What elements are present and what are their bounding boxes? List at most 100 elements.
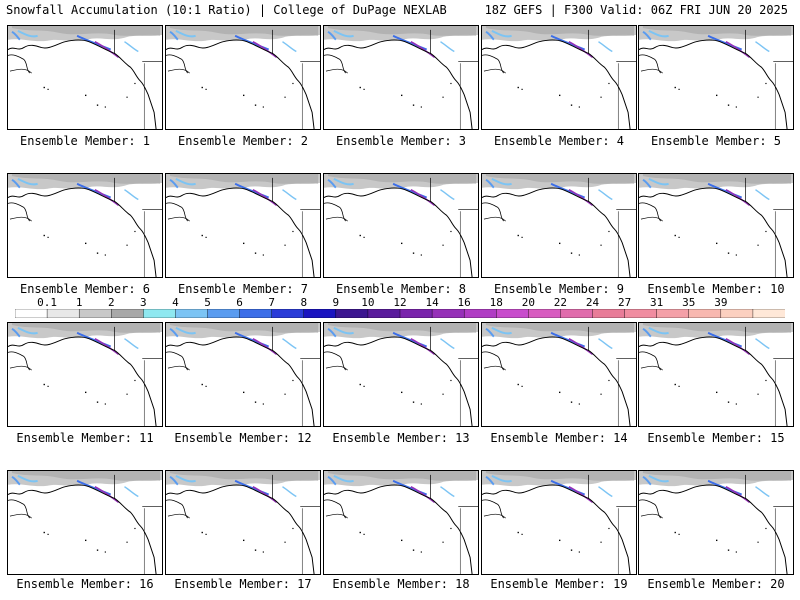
ensemble-member-label: Ensemble Member: 5 bbox=[650, 134, 782, 148]
colorbar-tick-label: 27 bbox=[617, 296, 632, 309]
ensemble-member-label: Ensemble Member: 13 bbox=[332, 431, 470, 445]
pacific-northwest-map bbox=[324, 323, 478, 426]
colorbar-tick-label: 0.1 bbox=[37, 296, 58, 309]
colorbar-swatch bbox=[303, 309, 337, 318]
ensemble-member-label: Ensemble Member: 3 bbox=[335, 134, 467, 148]
ensemble-map-panel bbox=[165, 25, 321, 130]
map-title: Snowfall Accumulation (10:1 Ratio) | Col… bbox=[6, 3, 447, 17]
colorbar-swatch bbox=[143, 309, 176, 318]
ensemble-map-panel bbox=[638, 173, 794, 278]
pacific-northwest-map bbox=[482, 174, 636, 277]
ensemble-map-panel bbox=[7, 470, 163, 575]
colorbar-tick-label: 2 bbox=[107, 296, 115, 309]
ensemble-map-panel bbox=[481, 470, 637, 575]
ensemble-member-label: Ensemble Member: 4 bbox=[493, 134, 625, 148]
ensemble-map-panel bbox=[7, 25, 163, 130]
colorbar-swatch bbox=[592, 309, 626, 318]
ensemble-member-label: Ensemble Member: 15 bbox=[647, 431, 785, 445]
pacific-northwest-map bbox=[166, 26, 320, 129]
colorbar-swatch bbox=[624, 309, 658, 318]
colorbar-swatch bbox=[175, 309, 208, 318]
colorbar-swatch bbox=[239, 309, 273, 318]
pacific-northwest-map bbox=[639, 471, 793, 574]
colorbar-tick-label: 7 bbox=[268, 296, 275, 309]
ensemble-map-panel bbox=[638, 25, 794, 130]
pacific-northwest-map bbox=[482, 471, 636, 574]
ensemble-member-label: Ensemble Member: 6 bbox=[19, 282, 151, 296]
pacific-northwest-map bbox=[8, 471, 162, 574]
pacific-northwest-map bbox=[639, 174, 793, 277]
colorbar-swatch bbox=[335, 309, 369, 318]
colorbar-tick-label: 3 bbox=[140, 296, 147, 309]
ensemble-member-label: Ensemble Member: 11 bbox=[16, 431, 154, 445]
colorbar-tick-label: 8 bbox=[300, 296, 308, 309]
colorbar-tick-label: 5 bbox=[204, 296, 211, 309]
colorbar-tick-label: 4 bbox=[172, 296, 179, 309]
colorbar-tick-label: 1 bbox=[75, 296, 83, 309]
ensemble-member-label: Ensemble Member: 14 bbox=[490, 431, 628, 445]
ensemble-member-label: Ensemble Member: 12 bbox=[174, 431, 312, 445]
ensemble-map-panel bbox=[323, 470, 479, 575]
colorbar-tick-label: 6 bbox=[236, 296, 243, 309]
pacific-northwest-map bbox=[482, 323, 636, 426]
colorbar-swatch bbox=[656, 309, 690, 318]
pacific-northwest-map bbox=[8, 323, 162, 426]
colorbar-tick-label: 39 bbox=[714, 296, 728, 309]
ensemble-map-panel bbox=[165, 173, 321, 278]
colorbar-tick-label: 22 bbox=[553, 296, 568, 309]
ensemble-map-panel bbox=[165, 322, 321, 427]
colorbar-tick-label: 18 bbox=[489, 296, 503, 309]
ensemble-member-label: Ensemble Member: 18 bbox=[332, 577, 470, 591]
ensemble-map-panel bbox=[481, 322, 637, 427]
colorbar-swatch bbox=[720, 309, 754, 318]
colorbar-tick-label: 10 bbox=[361, 296, 375, 309]
colorbar-swatch bbox=[688, 309, 722, 318]
ensemble-member-label: Ensemble Member: 8 bbox=[335, 282, 467, 296]
ensemble-member-label: Ensemble Member: 20 bbox=[647, 577, 785, 591]
colorbar-swatch bbox=[207, 309, 241, 318]
ensemble-map-panel bbox=[7, 322, 163, 427]
ensemble-member-label: Ensemble Member: 2 bbox=[177, 134, 309, 148]
pacific-northwest-map bbox=[639, 26, 793, 129]
ensemble-map-panel bbox=[323, 25, 479, 130]
colorbar-swatch bbox=[46, 309, 80, 318]
ensemble-member-label: Ensemble Member: 7 bbox=[177, 282, 309, 296]
ensemble-map-panel bbox=[165, 470, 321, 575]
ensemble-map-panel bbox=[323, 173, 479, 278]
pacific-northwest-map bbox=[8, 26, 162, 129]
colorbar-tick-label: 9 bbox=[332, 296, 340, 309]
colorbar-swatch bbox=[271, 309, 305, 318]
model-valid-time: 18Z GEFS | F300 Valid: 06Z FRI JUN 20 20… bbox=[484, 3, 788, 17]
colorbar-tick-label: 20 bbox=[521, 296, 535, 309]
colorbar-swatch bbox=[560, 309, 593, 318]
pacific-northwest-map bbox=[166, 323, 320, 426]
ensemble-member-label: Ensemble Member: 19 bbox=[490, 577, 628, 591]
colorbar-swatch bbox=[399, 309, 433, 318]
colorbar-tick-label: 24 bbox=[585, 296, 600, 309]
colorbar-tick-label: 16 bbox=[457, 296, 471, 309]
ensemble-map-panel bbox=[481, 25, 637, 130]
ensemble-member-label: Ensemble Member: 1 bbox=[19, 134, 151, 148]
ensemble-map-panel bbox=[638, 322, 794, 427]
snowfall-colorbar bbox=[15, 309, 785, 318]
ensemble-map-panel bbox=[481, 173, 637, 278]
ensemble-member-label: Ensemble Member: 9 bbox=[493, 282, 625, 296]
ensemble-member-label: Ensemble Member: 16 bbox=[16, 577, 154, 591]
colorbar-tick-label: 31 bbox=[650, 296, 664, 309]
ensemble-map-panel bbox=[323, 322, 479, 427]
colorbar-tick-label: 12 bbox=[393, 296, 407, 309]
ensemble-member-label: Ensemble Member: 17 bbox=[174, 577, 312, 591]
colorbar-swatch bbox=[15, 309, 48, 318]
pacific-northwest-map bbox=[324, 471, 478, 574]
colorbar-swatch bbox=[528, 309, 561, 318]
ensemble-map-panel bbox=[638, 470, 794, 575]
colorbar-swatch bbox=[367, 309, 401, 318]
colorbar-swatch bbox=[431, 309, 465, 318]
pacific-northwest-map bbox=[166, 174, 320, 277]
ensemble-member-label: Ensemble Member: 10 bbox=[647, 282, 785, 296]
pacific-northwest-map bbox=[8, 174, 162, 277]
colorbar-swatch bbox=[78, 309, 112, 318]
ensemble-map-panel bbox=[7, 173, 163, 278]
colorbar-swatch bbox=[111, 309, 144, 318]
pacific-northwest-map bbox=[166, 471, 320, 574]
